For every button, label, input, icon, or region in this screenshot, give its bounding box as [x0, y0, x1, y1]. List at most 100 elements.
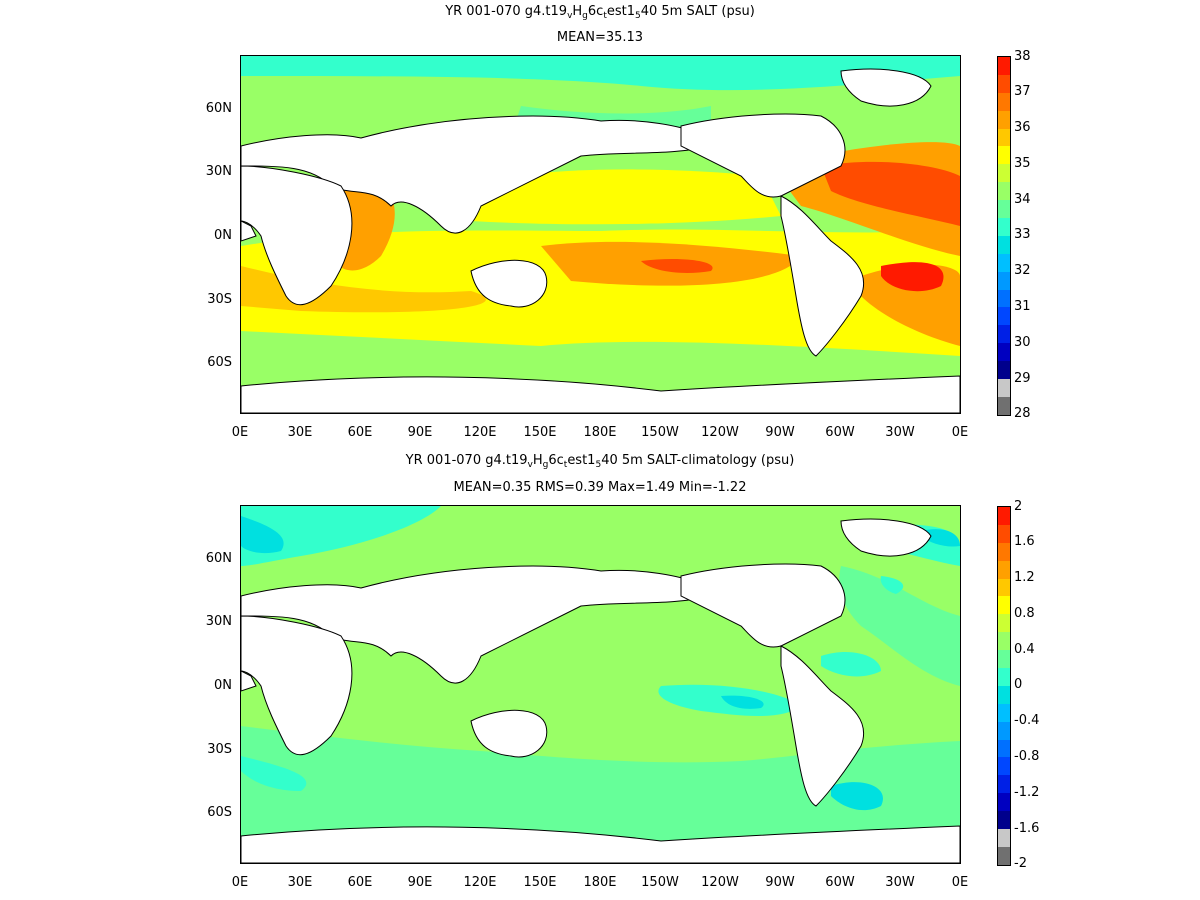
p2-ytick-60s: 60S: [207, 805, 232, 820]
p2-ytick-60n: 60N: [205, 551, 232, 566]
colorbar-segment: [998, 218, 1010, 236]
p2-cb-label-4: 0.4: [1014, 642, 1035, 657]
p2-ytick-30s: 30S: [207, 742, 232, 757]
p2-xtick-11: 30W: [885, 875, 915, 890]
colorbar-segment: [998, 739, 1010, 758]
p1-xtick-4: 120E: [463, 425, 497, 440]
p1-xtick-5: 150E: [523, 425, 557, 440]
colorbar-segment: [998, 307, 1010, 326]
p2-xtick-8: 120W: [701, 875, 739, 890]
p2-cb-label-7: -0.8: [1014, 749, 1040, 764]
p1-ytick-30s: 30S: [207, 292, 232, 307]
panel2-subtitle: MEAN=0.35 RMS=0.39 Max=1.49 Min=-1.22: [453, 480, 747, 495]
colorbar-segment: [998, 596, 1010, 615]
colorbar-segment: [998, 128, 1010, 147]
p1-cb-label-4: 34: [1014, 192, 1031, 207]
p2-ytick-0n: 0N: [214, 678, 232, 693]
p1-cb-label-10: 28: [1014, 406, 1031, 421]
p1-cb-label-0: 38: [1014, 49, 1031, 64]
panel1-subtitle: MEAN=35.13: [556, 30, 644, 45]
p2-xtick-5: 150E: [523, 875, 557, 890]
panel2-salinity-anomaly-map: [240, 505, 961, 864]
p1-cb-label-3: 35: [1014, 156, 1031, 171]
p1-ytick-0n: 0N: [214, 228, 232, 243]
colorbar-segment: [998, 325, 1010, 344]
p1-xtick-10: 60W: [825, 425, 855, 440]
p2-cb-label-9: -1.6: [1014, 821, 1040, 836]
p2-xtick-2: 60E: [347, 875, 373, 890]
p2-ytick-30n: 30N: [205, 614, 232, 629]
panel2-colorbar: [997, 506, 1011, 866]
p1-xtick-2: 60E: [347, 425, 373, 440]
p1-cb-label-2: 36: [1014, 120, 1031, 135]
colorbar-segment: [998, 164, 1010, 183]
p1-cb-label-9: 29: [1014, 371, 1031, 386]
colorbar-segment: [998, 811, 1010, 830]
p1-xtick-8: 120W: [701, 425, 739, 440]
colorbar-segment: [998, 846, 1010, 865]
p1-xtick-1: 30E: [287, 425, 313, 440]
p1-ytick-60s: 60S: [207, 355, 232, 370]
p2-xtick-9: 90W: [765, 875, 795, 890]
p1-xtick-0: 0E: [231, 425, 249, 440]
colorbar-segment: [998, 110, 1010, 129]
p1-cb-label-5: 33: [1014, 227, 1031, 242]
p1-xtick-3: 90E: [407, 425, 433, 440]
colorbar-segment: [998, 361, 1010, 380]
p1-cb-label-1: 37: [1014, 84, 1031, 99]
colorbar-segment: [998, 560, 1010, 579]
p1-xtick-11: 30W: [885, 425, 915, 440]
p2-cb-label-2: 1.2: [1014, 570, 1035, 585]
colorbar-segment: [998, 632, 1010, 651]
colorbar-segment: [998, 685, 1010, 704]
panel1-salinity-map: [240, 55, 961, 414]
panel1-title: YR 001-070 g4.t19vHg6ctest1540 5m SALT (…: [445, 4, 755, 21]
p2-xtick-1: 30E: [287, 875, 313, 890]
colorbar-segment: [998, 271, 1010, 290]
colorbar-segment: [998, 703, 1010, 722]
p2-cb-label-5: 0: [1014, 677, 1023, 692]
p1-cb-label-7: 31: [1014, 299, 1031, 314]
p2-cb-label-0: 2: [1014, 499, 1023, 514]
colorbar-segment: [998, 92, 1010, 111]
colorbar-segment: [998, 793, 1010, 812]
colorbar-segment: [998, 343, 1010, 362]
colorbar-segment: [998, 146, 1010, 165]
colorbar-segment: [998, 200, 1010, 219]
colorbar-segment: [998, 253, 1010, 272]
p2-cb-label-6: -0.4: [1014, 713, 1040, 728]
p2-xtick-6: 180E: [583, 875, 617, 890]
colorbar-segment: [998, 721, 1010, 740]
colorbar-segment: [998, 396, 1010, 415]
colorbar-segment: [998, 614, 1010, 633]
colorbar-segment: [998, 57, 1010, 75]
p1-ytick-30n: 30N: [205, 164, 232, 179]
colorbar-segment: [998, 775, 1010, 794]
colorbar-segment: [998, 829, 1010, 847]
p1-cb-label-8: 30: [1014, 335, 1031, 350]
p2-cb-label-1: 1.6: [1014, 534, 1035, 549]
panel2-title: YR 001-070 g4.t19vHg6ctest1540 5m SALT-c…: [405, 453, 795, 470]
p1-xtick-7: 150W: [641, 425, 679, 440]
p2-cb-label-10: -2: [1014, 856, 1027, 871]
colorbar-segment: [998, 668, 1010, 686]
p2-xtick-7: 150W: [641, 875, 679, 890]
colorbar-segment: [998, 235, 1010, 254]
p1-ytick-60n: 60N: [205, 101, 232, 116]
p2-cb-label-3: 0.8: [1014, 606, 1035, 621]
p2-cb-label-8: -1.2: [1014, 785, 1040, 800]
p1-cb-label-6: 32: [1014, 263, 1031, 278]
colorbar-segment: [998, 182, 1010, 201]
p1-xtick-9: 90W: [765, 425, 795, 440]
p2-xtick-3: 90E: [407, 875, 433, 890]
colorbar-segment: [998, 524, 1010, 543]
colorbar-segment: [998, 379, 1010, 397]
colorbar-segment: [998, 650, 1010, 669]
colorbar-segment: [998, 578, 1010, 597]
colorbar-segment: [998, 289, 1010, 308]
p1-xtick-12: 0E: [951, 425, 969, 440]
p2-xtick-10: 60W: [825, 875, 855, 890]
p2-xtick-0: 0E: [231, 875, 249, 890]
p1-xtick-6: 180E: [583, 425, 617, 440]
panel1-colorbar: [997, 56, 1011, 416]
